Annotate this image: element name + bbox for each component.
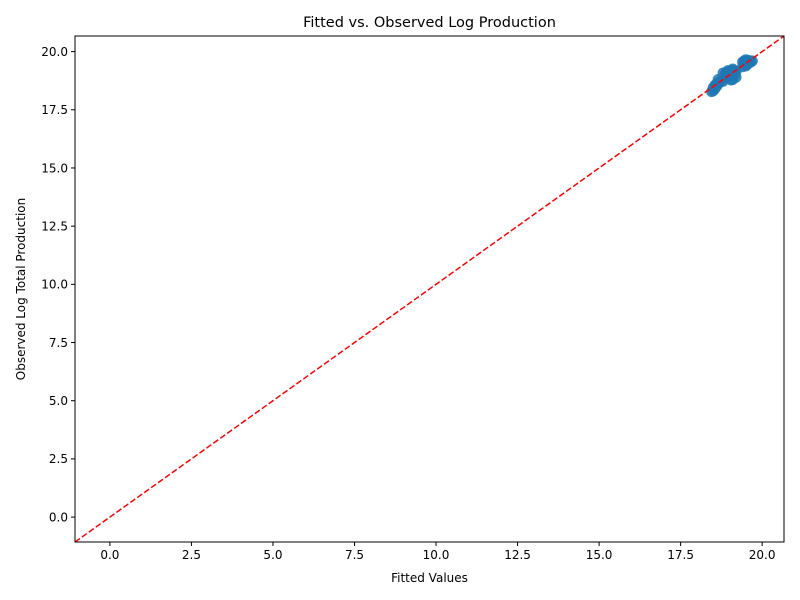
x-tick-label: 10.0 bbox=[423, 548, 450, 562]
y-tick-label: 2.5 bbox=[49, 452, 68, 466]
y-tick-label: 10.0 bbox=[41, 278, 68, 292]
y-tick-label: 12.5 bbox=[41, 219, 68, 233]
chart-title: Fitted vs. Observed Log Production bbox=[303, 15, 556, 31]
reference-line bbox=[75, 36, 784, 542]
y-tick-label: 17.5 bbox=[41, 103, 68, 117]
x-tick-label: 2.5 bbox=[182, 548, 201, 562]
x-tick-label: 7.5 bbox=[345, 548, 364, 562]
y-tick-label: 0.0 bbox=[49, 510, 68, 524]
x-axis-title: Fitted Values bbox=[391, 571, 468, 585]
x-tick-label: 12.5 bbox=[504, 548, 531, 562]
x-tick-label: 5.0 bbox=[263, 548, 282, 562]
y-tick-label: 20.0 bbox=[41, 45, 68, 59]
y-axis-title: Observed Log Total Production bbox=[14, 198, 28, 380]
reference-line-layer bbox=[75, 36, 784, 542]
scatter-point-41 bbox=[740, 60, 752, 72]
x-tick-label: 15.0 bbox=[586, 548, 613, 562]
y-tick-label: 5.0 bbox=[49, 394, 68, 408]
y-tick-label: 7.5 bbox=[49, 336, 68, 350]
x-tick-label: 20.0 bbox=[749, 548, 776, 562]
x-tick-label: 17.5 bbox=[667, 548, 694, 562]
y-axis-ticks: 0.0 2.5 5.0 7.5 10.0 12.5 15.0 17.5 20.0 bbox=[41, 45, 75, 524]
plot-area bbox=[75, 36, 784, 542]
y-tick-label: 15.0 bbox=[41, 161, 68, 175]
x-tick-label: 0.0 bbox=[100, 548, 119, 562]
axes-frame bbox=[74, 35, 785, 543]
x-axis-ticks: 0.0 2.5 5.0 7.5 10.0 12.5 15.0 17.5 20.0 bbox=[100, 542, 776, 562]
axes-border bbox=[74, 35, 785, 543]
scatter-point-29 bbox=[717, 67, 729, 79]
